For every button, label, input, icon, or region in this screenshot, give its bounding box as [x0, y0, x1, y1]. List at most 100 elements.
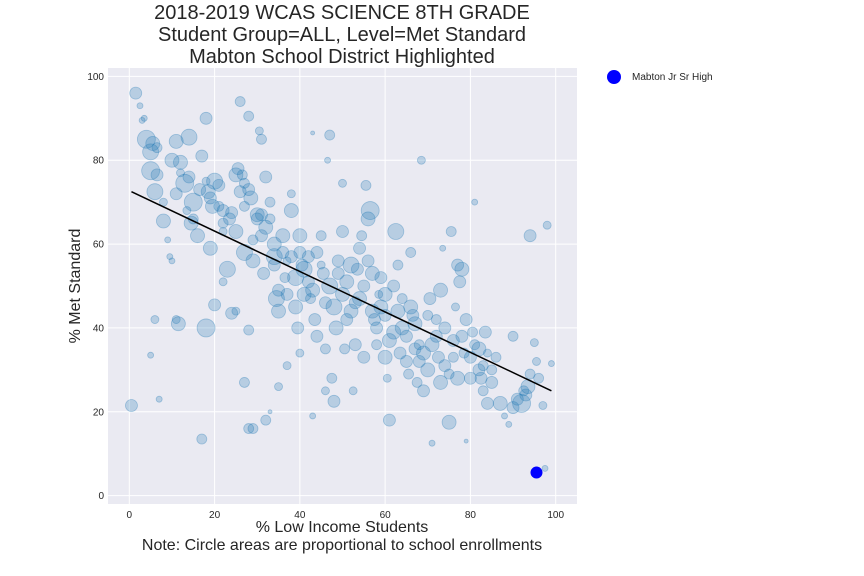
- data-point: [439, 244, 447, 252]
- data-point: [129, 86, 143, 100]
- data-point: [212, 178, 226, 192]
- data-point: [472, 363, 486, 377]
- data-point: [430, 314, 442, 325]
- data-point: [193, 183, 207, 196]
- data-point: [454, 261, 470, 277]
- y-axis-label: % Met Standard: [67, 229, 84, 344]
- data-point: [518, 385, 530, 397]
- data-point: [541, 464, 549, 472]
- data-point: [196, 318, 216, 338]
- data-point: [264, 196, 276, 208]
- data-point: [276, 246, 290, 259]
- data-point: [506, 401, 520, 414]
- grid-lines: [108, 68, 577, 504]
- legend: Mabton Jr Sr High: [607, 70, 713, 84]
- data-point: [469, 339, 481, 351]
- data-point: [267, 409, 273, 415]
- data-point: [433, 282, 448, 298]
- y-tick-label: 0: [98, 491, 104, 502]
- data-point: [138, 117, 146, 124]
- data-point: [291, 321, 305, 335]
- data-point: [360, 179, 372, 191]
- data-point: [225, 306, 239, 320]
- data-point: [422, 309, 434, 321]
- data-point: [417, 384, 430, 398]
- data-point: [218, 260, 236, 278]
- data-point: [412, 355, 426, 368]
- data-point: [239, 377, 250, 388]
- data-point: [151, 142, 163, 154]
- data-point: [228, 167, 244, 183]
- data-point: [316, 267, 330, 280]
- data-point: [408, 342, 422, 356]
- data-point: [478, 325, 492, 339]
- data-point: [443, 368, 455, 380]
- title-line-2: Student Group=ALL, Level=Met Standard: [158, 24, 526, 46]
- data-point: [231, 162, 245, 176]
- data-point: [451, 302, 460, 312]
- data-point: [361, 254, 375, 268]
- data-point: [308, 313, 322, 326]
- data-point: [360, 201, 380, 220]
- data-point: [223, 212, 236, 226]
- data-point: [292, 228, 308, 244]
- data-point: [453, 275, 467, 289]
- data-point: [245, 253, 261, 269]
- data-point: [233, 185, 247, 199]
- data-point: [451, 258, 465, 272]
- x-tick-label: 60: [380, 510, 392, 521]
- data-point: [423, 292, 437, 305]
- data-point: [433, 375, 448, 390]
- data-point: [239, 177, 250, 189]
- data-point: [255, 208, 268, 222]
- data-point: [529, 338, 539, 347]
- data-point: [315, 230, 327, 242]
- chart-title: 2018-2019 WCAS SCIENCE 8TH GRADE Student…: [154, 2, 530, 68]
- y-tick-label: 100: [87, 72, 104, 83]
- data-point: [147, 351, 155, 359]
- data-point: [279, 272, 291, 284]
- data-point: [324, 156, 331, 164]
- data-point: [164, 152, 180, 168]
- data-point: [280, 287, 294, 301]
- data-point: [182, 170, 196, 184]
- data-point: [538, 401, 548, 410]
- data-point: [356, 230, 368, 242]
- data-point: [310, 130, 316, 136]
- data-point: [169, 187, 183, 201]
- data-point: [467, 326, 478, 338]
- data-point: [196, 433, 208, 445]
- highlight-group: [530, 466, 543, 479]
- data-point: [274, 382, 283, 392]
- data-point: [485, 376, 499, 389]
- data-point: [286, 189, 296, 199]
- data-point: [483, 348, 492, 358]
- data-point: [228, 224, 244, 239]
- data-point: [182, 206, 192, 215]
- data-point: [242, 183, 256, 196]
- data-point: [293, 246, 307, 259]
- data-point: [413, 339, 425, 351]
- data-point: [438, 321, 452, 335]
- data-point: [283, 203, 299, 218]
- data-point: [216, 204, 230, 217]
- data-point: [266, 236, 282, 252]
- data-point: [239, 200, 250, 212]
- data-point: [150, 315, 160, 324]
- data-point: [180, 128, 198, 146]
- data-point: [352, 291, 367, 306]
- data-point: [255, 229, 268, 243]
- data-point: [325, 298, 343, 316]
- legend-label: Mabton Jr Sr High: [632, 72, 713, 83]
- y-tick-label: 80: [93, 156, 105, 167]
- data-point: [371, 339, 383, 351]
- data-point: [459, 313, 473, 326]
- data-point: [175, 173, 195, 193]
- data-point: [519, 388, 533, 402]
- data-point: [438, 359, 452, 373]
- x-tick-label: 0: [127, 510, 133, 521]
- data-point: [492, 395, 508, 411]
- data-point: [501, 412, 508, 420]
- data-point: [445, 226, 457, 237]
- title-line-3: Mabton School District Highlighted: [189, 46, 495, 68]
